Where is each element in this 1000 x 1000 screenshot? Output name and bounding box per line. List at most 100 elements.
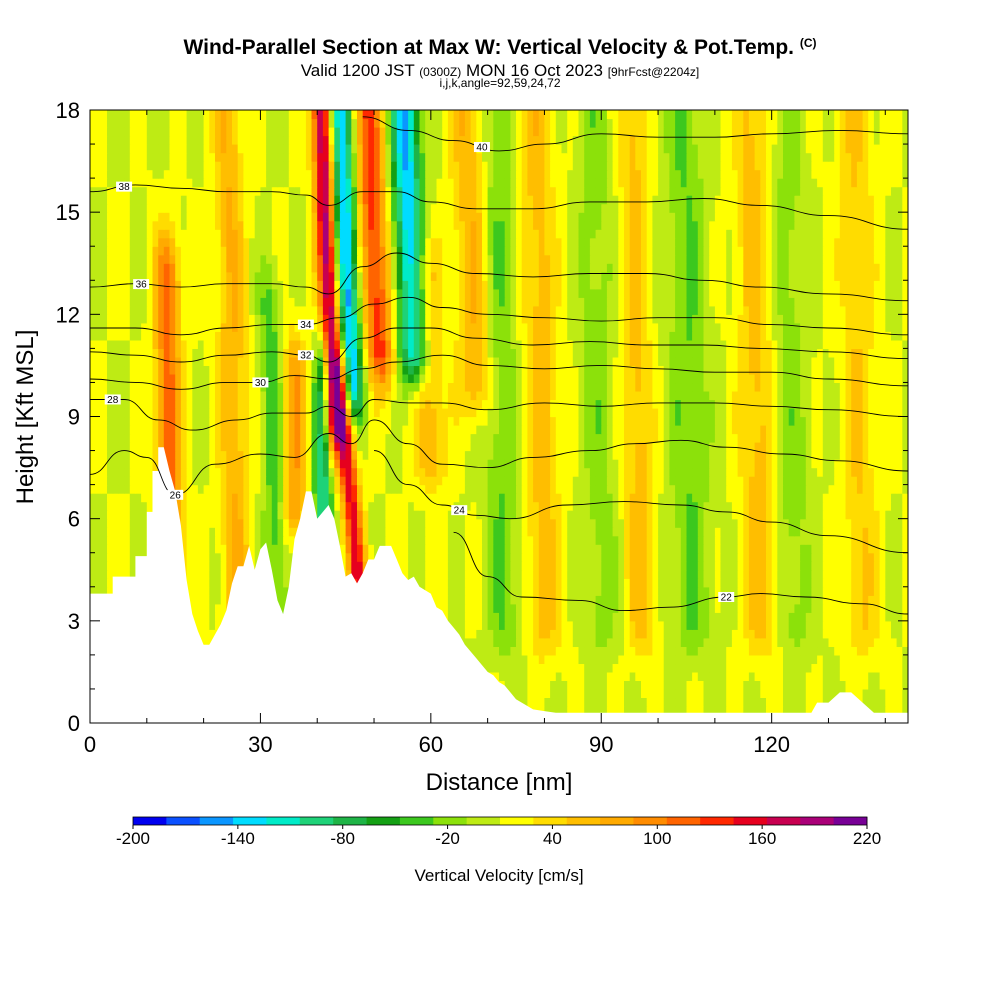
velocity-cell [567,629,574,639]
velocity-cell [487,663,494,673]
velocity-cell [459,544,466,554]
velocity-cell [652,467,659,477]
velocity-cell [652,603,659,613]
velocity-cell [453,450,460,460]
velocity-cell [624,527,631,537]
velocity-cell [555,467,563,477]
velocity-cell [220,578,227,588]
velocity-cell [692,467,699,477]
velocity-cell [606,510,614,520]
velocity-cell [709,620,716,630]
velocity-cell [692,459,699,469]
velocity-cell [555,706,563,716]
velocity-cell [720,663,727,673]
velocity-cell [828,459,835,469]
velocity-cell [220,476,227,486]
velocity-cell [720,493,727,503]
velocity-cell [777,450,784,460]
velocity-cell [90,476,97,486]
velocity-cell [635,518,642,528]
velocity-cell [635,501,642,511]
velocity-cell [737,680,744,690]
velocity-cell [646,612,653,622]
velocity-cell [544,459,551,469]
velocity-cell [271,476,279,486]
velocity-cell [425,578,432,588]
velocity-cell [95,459,102,469]
velocity-cell [754,476,761,486]
velocity-cell [186,578,193,588]
velocity-cell [482,595,489,605]
velocity-cell [436,561,443,571]
velocity-cell [584,680,591,690]
velocity-cell [743,476,750,486]
velocity-cell [737,518,744,528]
velocity-cell [868,476,875,486]
velocity-cell [470,450,477,460]
velocity-cell [589,561,597,571]
velocity-cell [499,561,506,571]
velocity-cell [726,561,733,571]
velocity-cell [783,510,790,520]
velocity-cell [658,663,665,673]
velocity-cell [385,433,392,443]
velocity-cell [845,484,852,494]
velocity-cell [328,450,335,460]
velocity-cell [692,578,699,588]
velocity-cell [396,518,404,528]
velocity-cell [493,578,500,588]
velocity-cell [90,425,97,435]
velocity-cell [896,467,903,477]
velocity-cell [129,467,137,477]
velocity-cell [777,706,784,716]
velocity-cell [624,561,631,571]
velocity-cell [868,544,875,554]
velocity-cell [402,561,409,571]
velocity-cell [800,527,807,537]
velocity-cell [629,484,636,494]
velocity-cell [408,484,415,494]
velocity-cell [766,467,773,477]
velocity-cell [601,561,608,571]
velocity-cell [709,578,716,588]
velocity-cell [453,603,460,613]
velocity-cell [629,629,636,639]
velocity-cell [731,620,739,630]
velocity-cell [396,484,404,494]
velocity-cell [845,620,852,630]
velocity-cell [839,476,847,486]
velocity-cell [107,510,114,520]
velocity-cell [896,603,903,613]
velocity-cell [260,476,267,486]
velocity-cell [766,629,773,639]
velocity-cell [771,535,778,545]
velocity-cell [527,527,534,537]
velocity-cell [141,467,148,477]
velocity-cell [748,637,756,648]
velocity-cell [533,527,540,537]
velocity-cell [391,535,398,545]
velocity-cell [277,518,284,528]
velocity-cell [606,442,614,452]
velocity-cell [385,425,392,435]
velocity-cell [538,510,546,520]
velocity-cell [334,518,341,528]
velocity-cell [129,450,137,460]
velocity-cell [379,476,386,486]
velocity-cell [885,433,892,443]
velocity-cell [589,569,597,579]
velocity-cell [783,527,790,537]
velocity-cell [589,552,597,562]
velocity-cell [561,671,568,682]
velocity-cell [851,612,858,622]
velocity-cell [584,450,591,460]
velocity-cell [868,433,875,443]
velocity-cell [856,620,864,630]
velocity-cell [107,450,114,460]
velocity-cell [720,671,727,682]
velocity-cell [482,501,489,511]
velocity-cell [379,518,386,528]
velocity-cell [692,671,699,682]
velocity-cell [544,501,551,511]
velocity-cell [766,578,773,588]
